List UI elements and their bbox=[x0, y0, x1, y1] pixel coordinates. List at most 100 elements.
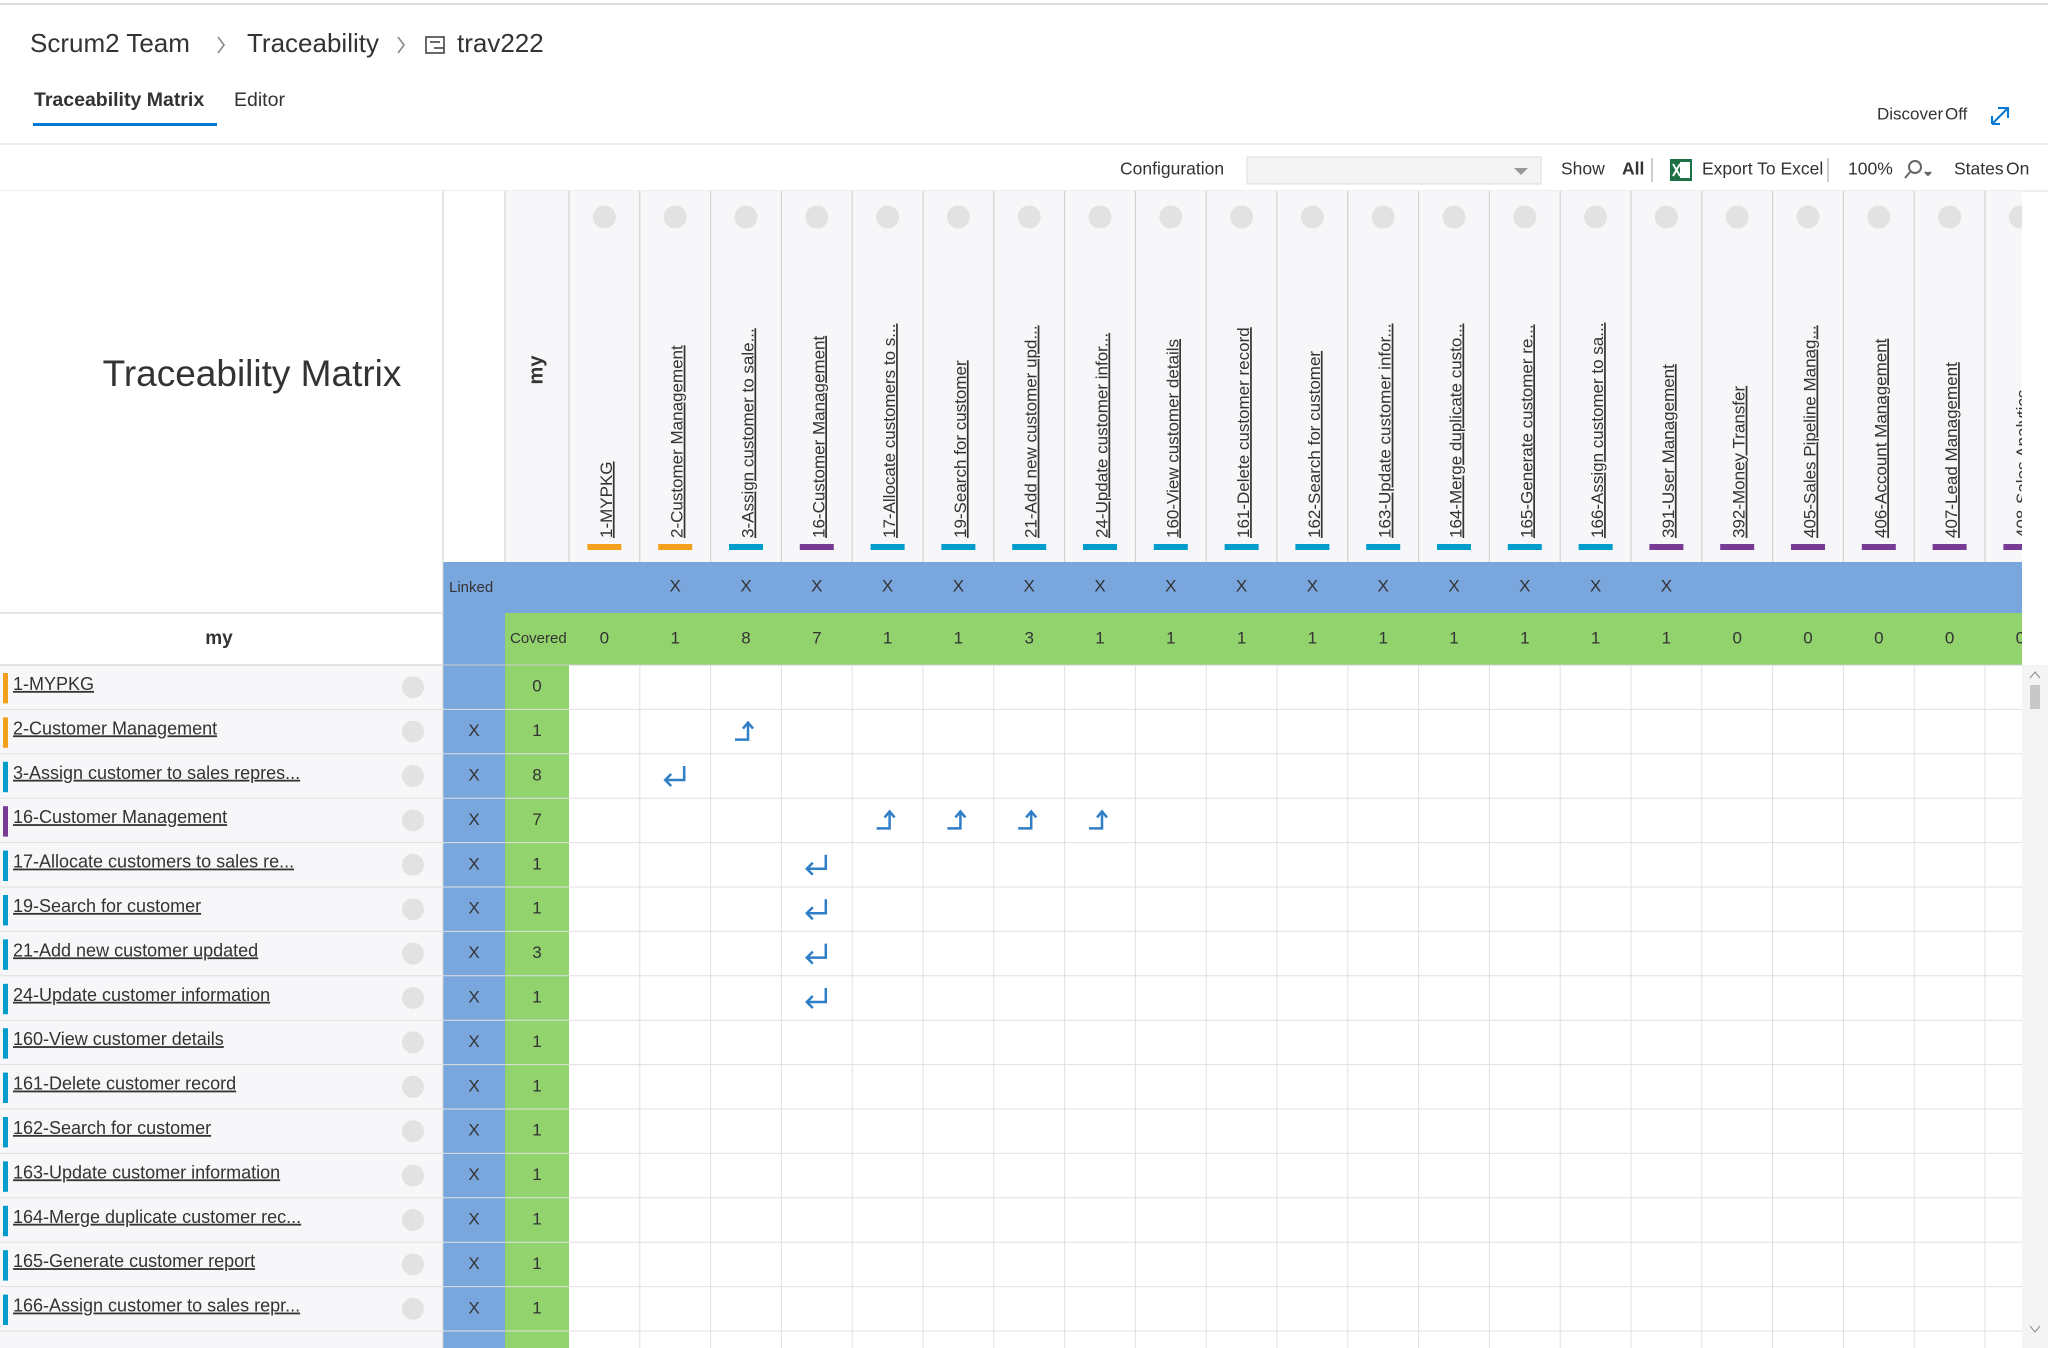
column-label[interactable]: 407-Lead Management bbox=[1942, 362, 1961, 538]
row-label[interactable]: 19-Search for customer bbox=[13, 896, 201, 916]
column-color bbox=[870, 544, 905, 550]
column-color bbox=[1295, 544, 1330, 550]
discover-state[interactable]: Off bbox=[1945, 104, 1968, 123]
breadcrumb-item[interactable]: Traceability bbox=[247, 28, 379, 58]
row-state bbox=[402, 1075, 424, 1098]
column-color bbox=[1649, 544, 1684, 550]
row-label[interactable]: 24-Update customer information bbox=[13, 985, 270, 1005]
link-up-arrow bbox=[735, 720, 754, 741]
column-label[interactable]: 160-View customer details bbox=[1163, 339, 1182, 538]
row-linked: X bbox=[468, 1298, 479, 1317]
column-color bbox=[1366, 544, 1401, 550]
row-color bbox=[3, 1028, 8, 1059]
column-color bbox=[799, 544, 834, 550]
column-label[interactable]: 392-Money Transfer bbox=[1730, 386, 1749, 538]
column-color bbox=[1861, 544, 1896, 550]
row-covered: 1 bbox=[532, 1165, 541, 1184]
link-up-arrow bbox=[1089, 809, 1108, 830]
column-linked: X bbox=[1590, 576, 1601, 595]
row-color bbox=[3, 895, 8, 926]
row-state bbox=[402, 1120, 424, 1143]
row-state bbox=[402, 1164, 424, 1187]
zoom-icon[interactable] bbox=[1904, 160, 1932, 179]
column-label[interactable]: 17-Allocate customers to s... bbox=[880, 324, 899, 538]
column-state bbox=[805, 205, 829, 229]
column-state bbox=[1088, 205, 1112, 229]
row-label[interactable]: 1-MYPKG bbox=[13, 674, 94, 694]
row-label[interactable]: 161-Delete customer record bbox=[13, 1074, 236, 1094]
row-label[interactable]: 21-Add new customer updated bbox=[13, 940, 258, 960]
column-label[interactable]: 24-Update customer infor... bbox=[1092, 333, 1111, 538]
expand-icon[interactable] bbox=[1991, 107, 2009, 125]
column-linked: X bbox=[1519, 576, 1530, 595]
column-label[interactable]: 164-Merge duplicate custo... bbox=[1446, 323, 1465, 538]
column-linked: X bbox=[1094, 576, 1105, 595]
row-label[interactable]: 2-Customer Management bbox=[13, 718, 217, 738]
row-state bbox=[402, 1253, 424, 1276]
column-color bbox=[1507, 544, 1542, 550]
row-state bbox=[402, 1031, 424, 1054]
tab[interactable]: Traceability Matrix bbox=[34, 89, 204, 111]
column-label[interactable]: 162-Search for customer bbox=[1305, 351, 1324, 538]
tab[interactable]: Editor bbox=[234, 89, 285, 111]
row-state bbox=[402, 942, 424, 965]
column-label[interactable]: 166-Assign customer to sa... bbox=[1588, 323, 1607, 538]
column-label[interactable]: 21-Add new customer upd... bbox=[1022, 325, 1041, 538]
row-color bbox=[3, 939, 8, 970]
row-label[interactable]: 163-Update customer information bbox=[13, 1162, 280, 1182]
breadcrumb-item[interactable]: trav222 bbox=[457, 28, 544, 58]
column-color bbox=[658, 544, 693, 550]
column-label[interactable]: 161-Delete customer record bbox=[1234, 327, 1253, 538]
column-color bbox=[587, 544, 622, 550]
row-state bbox=[402, 720, 424, 743]
row-covered: 1 bbox=[532, 721, 541, 740]
column-label[interactable]: 405-Sales Pipeline Manag... bbox=[1800, 325, 1819, 538]
row-label[interactable]: 17-Allocate customers to sales re... bbox=[13, 852, 294, 872]
row-state bbox=[402, 898, 424, 921]
column-color bbox=[1932, 544, 1967, 550]
states-value[interactable]: On bbox=[2006, 159, 2029, 179]
row-label[interactable]: 160-View customer details bbox=[13, 1029, 224, 1049]
column-label[interactable]: 3-Assign customer to sale... bbox=[738, 328, 757, 538]
column-label[interactable]: 2-Customer Management bbox=[668, 345, 687, 538]
row-label[interactable]: 165-Generate customer report bbox=[13, 1251, 255, 1271]
link-return-arrow bbox=[805, 899, 828, 921]
row-label[interactable]: 162-Search for customer bbox=[13, 1118, 211, 1138]
row-covered: 1 bbox=[532, 987, 541, 1006]
row-linked: X bbox=[468, 899, 479, 918]
column-state bbox=[1867, 205, 1891, 229]
column-label[interactable]: 165-Generate customer re... bbox=[1517, 324, 1536, 538]
column-linked: X bbox=[1307, 576, 1318, 595]
row-color bbox=[3, 1161, 8, 1192]
zoom-value: 100% bbox=[1848, 159, 1893, 179]
export-button[interactable]: Export To Excel bbox=[1702, 159, 1823, 179]
row-label[interactable]: 166-Assign customer to sales repr... bbox=[13, 1296, 300, 1316]
column-label[interactable]: 19-Search for customer bbox=[951, 360, 970, 538]
row-state bbox=[402, 676, 424, 699]
row-covered: 1 bbox=[532, 899, 541, 918]
scroll-up[interactable] bbox=[2029, 671, 2041, 679]
column-label[interactable]: 406-Account Management bbox=[1871, 338, 1890, 538]
configuration-dropdown[interactable] bbox=[1246, 156, 1542, 185]
column-label[interactable]: 391-User Management bbox=[1659, 364, 1678, 538]
row-linked: X bbox=[468, 943, 479, 962]
row-label[interactable]: 3-Assign customer to sales repres... bbox=[13, 763, 300, 783]
column-label[interactable]: 16-Customer Management bbox=[809, 336, 828, 538]
column-covered: 1 bbox=[1591, 628, 1600, 647]
show-value[interactable]: All bbox=[1622, 159, 1644, 179]
column-state bbox=[1230, 205, 1254, 229]
scroll-thumb[interactable] bbox=[2030, 685, 2040, 709]
column-label[interactable]: 1-MYPKG bbox=[597, 461, 616, 538]
scroll-down[interactable] bbox=[2029, 1325, 2041, 1333]
scrollbar[interactable] bbox=[2022, 665, 2048, 1348]
row-label[interactable]: 16-Customer Management bbox=[13, 807, 227, 827]
row-color bbox=[3, 850, 8, 881]
breadcrumb-separator bbox=[397, 36, 405, 54]
column-label[interactable]: 408-Sales Analytics bbox=[2013, 390, 2032, 538]
column-covered: 0 bbox=[1803, 628, 1812, 647]
row-label[interactable]: 164-Merge duplicate customer rec... bbox=[13, 1207, 301, 1227]
breadcrumb-item[interactable]: Scrum2 Team bbox=[30, 28, 190, 58]
row-covered: 1 bbox=[532, 1254, 541, 1273]
column-label[interactable]: 163-Update customer infor... bbox=[1376, 323, 1395, 538]
